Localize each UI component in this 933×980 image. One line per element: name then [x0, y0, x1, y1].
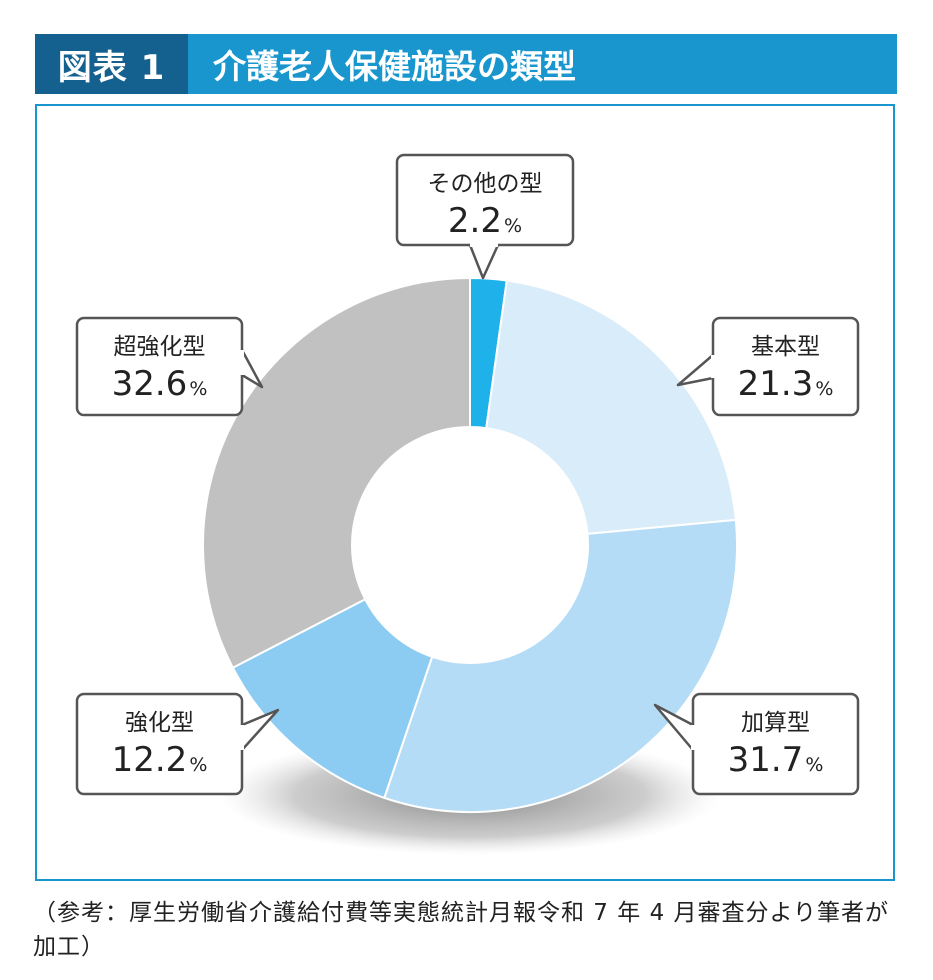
callout-other: その他の型 2.2% [395, 153, 575, 280]
callout-pointer [240, 708, 280, 752]
donut-slice-kasan [383, 518, 738, 813]
slice-value: 31.7% [728, 740, 824, 780]
slice-value: 12.2% [112, 740, 208, 780]
figure-header: 図表 1 介護老人保健施設の類型 [35, 34, 897, 94]
slice-label: その他の型 [428, 171, 543, 197]
slice-value: 21.3% [738, 364, 834, 404]
slice-label: 強化型 [125, 710, 194, 736]
slice-label: 加算型 [741, 710, 810, 736]
callout-kyouka: 強化型 12.2% [75, 692, 280, 796]
donut-slice-chou-kyouka [202, 276, 471, 670]
donut-slice-kyouka [231, 597, 434, 800]
callout-kasan: 加算型 31.7% [653, 692, 860, 796]
slice-label: 基本型 [751, 334, 820, 360]
slice-value: 2.2% [448, 201, 522, 241]
callout-pointer [468, 243, 500, 280]
callout-pointer [676, 353, 715, 387]
callout-pointer [240, 348, 264, 389]
slice-value: 32.6% [112, 364, 208, 404]
callout-chou-kyouka: 超強化型 32.6% [75, 316, 264, 417]
figure-title: 介護老人保健施設の類型 [213, 47, 576, 86]
source-note: （参考：厚生労働省介護給付費等実態統計月報令和 7 年 4 月審査分より筆者が加… [33, 900, 890, 960]
figure-number: 図表 1 [35, 34, 188, 94]
callout-basic: 基本型 21.3% [676, 316, 860, 417]
slice-label: 超強化型 [114, 334, 206, 360]
donut-slice-basic [485, 279, 737, 535]
